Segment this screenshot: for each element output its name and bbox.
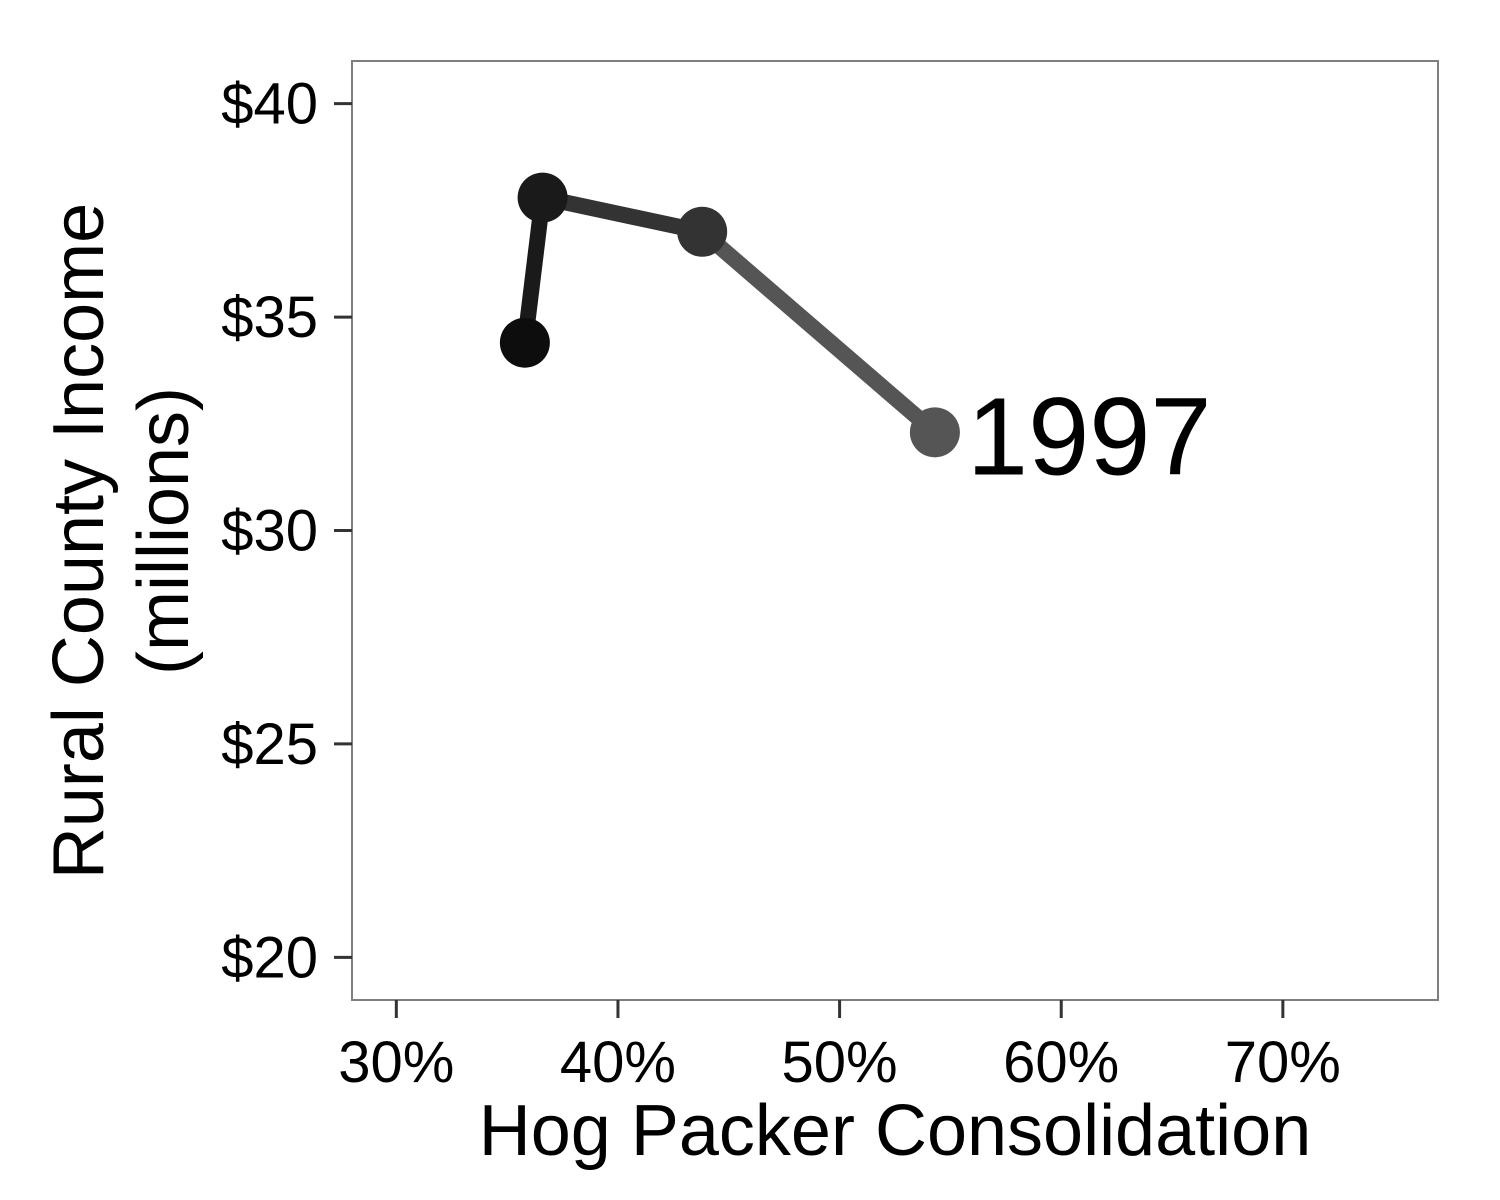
x-axis: 30% 40% 50% 60% 70% — [338, 1000, 1341, 1095]
y-axis-title-line-1: Rural County Income — [39, 203, 119, 879]
series-segment — [696, 225, 941, 439]
y-tick-label: $30 — [221, 499, 318, 564]
y-axis-title: Rural County Income (millions) — [39, 183, 204, 879]
y-axis: $20 $25 $30 $35 $40 — [221, 72, 352, 990]
annotation-layer: 1997 — [967, 375, 1212, 498]
plot-panel — [351, 60, 1439, 1001]
x-tick-label: 50% — [782, 1030, 898, 1095]
data-point — [909, 407, 960, 458]
point-annotation: 1997 — [967, 375, 1212, 498]
y-tick-label: $20 — [221, 925, 318, 990]
series-segment — [540, 189, 704, 240]
y-axis-title-line-2: (millions) — [124, 387, 204, 675]
x-tick-label: 60% — [1003, 1030, 1119, 1095]
x-tick-label: 40% — [560, 1030, 676, 1095]
series-layer — [499, 172, 960, 458]
y-tick-label: $40 — [221, 72, 318, 137]
data-point — [517, 172, 568, 223]
x-tick-label: 30% — [338, 1030, 454, 1095]
x-tick-label: 70% — [1225, 1030, 1341, 1095]
y-tick-label: $35 — [221, 285, 318, 350]
data-point — [499, 317, 550, 368]
data-point — [677, 206, 728, 257]
y-tick-label: $25 — [221, 712, 318, 777]
x-axis-title: Hog Packer Consolidation — [479, 1091, 1311, 1171]
